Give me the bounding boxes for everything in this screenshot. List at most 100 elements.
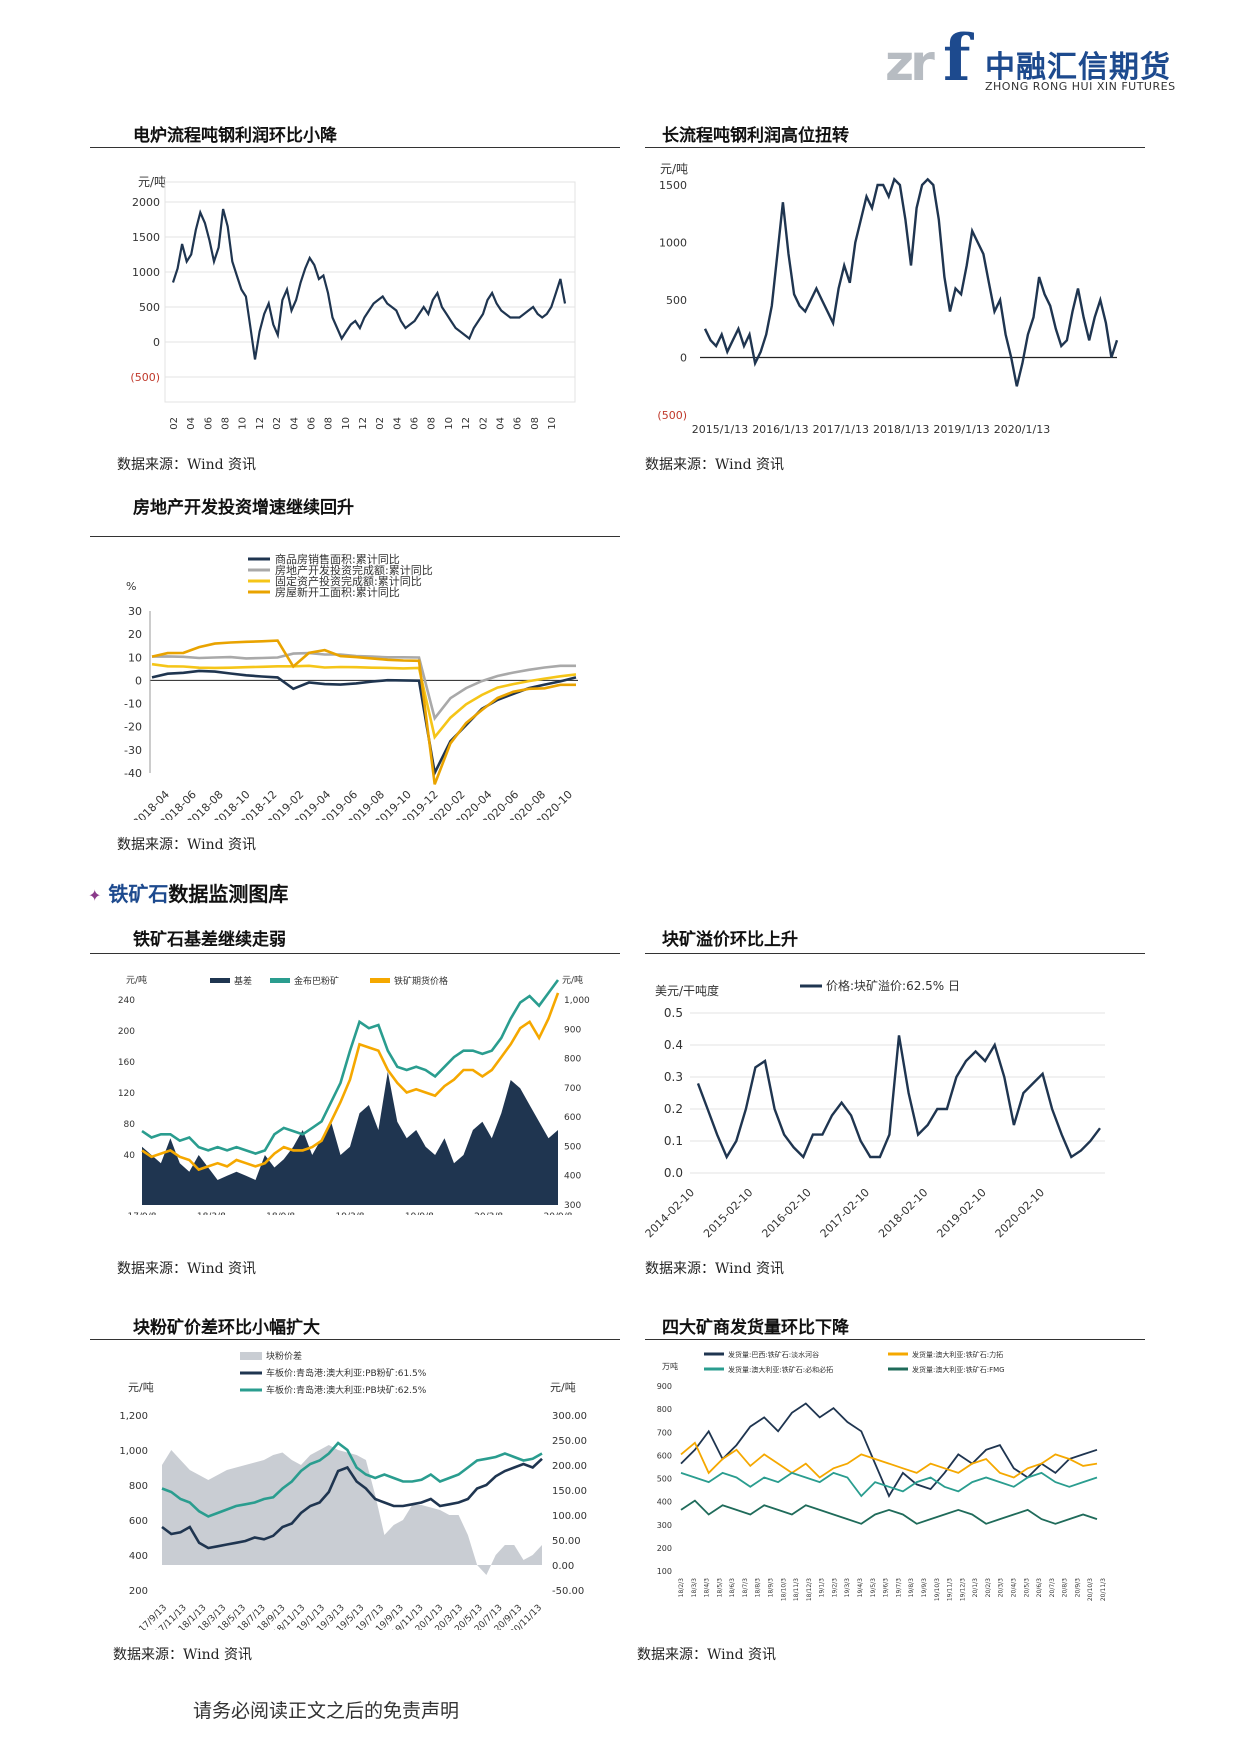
y-tick-label: 1000 bbox=[659, 237, 687, 250]
x-tick-label: 2016-02-10 bbox=[759, 1186, 813, 1240]
source-note-3: 数据来源：Wind 资讯 bbox=[117, 837, 257, 853]
section-title-black: 数据监测图库 bbox=[168, 882, 289, 906]
x-tick-label: 2020-08 bbox=[530, 417, 541, 430]
logo-mark-f: f bbox=[943, 21, 971, 96]
panel-title-6: 块粉矿价差环比小幅扩大 bbox=[133, 1318, 320, 1338]
legend-swatch bbox=[240, 1352, 262, 1360]
x-tick-label: 18/9/3 bbox=[768, 1578, 775, 1597]
panel-rule-5 bbox=[645, 953, 1145, 954]
x-tick-label: 18/5/3 bbox=[716, 1578, 723, 1597]
y-tick-label: 800 bbox=[657, 1405, 672, 1414]
source-note-5: 数据来源：Wind 资讯 bbox=[645, 1261, 785, 1277]
y-tick-label: 200 bbox=[657, 1544, 672, 1553]
y-axis-unit: 万吨 bbox=[662, 1361, 678, 1371]
y-tick-label: 700 bbox=[657, 1428, 672, 1437]
y-tick-label: 2000 bbox=[132, 196, 160, 209]
x-tick-label: 18/7/3 bbox=[742, 1578, 749, 1597]
x-tick-label: 20/8/3 bbox=[1062, 1578, 1069, 1597]
legend-label: 车板价:青岛港:澳大利亚:PB粉矿:61.5% bbox=[266, 1367, 427, 1379]
x-tick-label: 2019-04 bbox=[392, 417, 403, 430]
panel-rule-4 bbox=[90, 953, 620, 954]
x-tick-label: 20/4/3 bbox=[1010, 1578, 1017, 1597]
source-note-4: 数据来源：Wind 资讯 bbox=[117, 1261, 257, 1277]
y-tick-label-left: 600 bbox=[129, 1516, 148, 1527]
x-tick-label: 2018-06 bbox=[306, 417, 317, 430]
legend-label: 价格:块矿溢价:62.5% 日 bbox=[826, 978, 960, 993]
x-tick-label: 2020-10 bbox=[547, 417, 558, 430]
x-tick-label: 2018-02 bbox=[272, 417, 283, 430]
x-tick-label: 2019-02-10 bbox=[934, 1186, 988, 1240]
x-tick-label: 19/10/3 bbox=[934, 1578, 941, 1601]
x-tick-label: 20/10/3 bbox=[1087, 1578, 1094, 1601]
y-tick-label: 0.5 bbox=[664, 1006, 683, 1020]
chart-lump-premium: 美元/干吨度 价格:块矿溢价:62.5% 日 0.5 0.4 0.3 0.2 0.1 0.0 2… bbox=[645, 978, 1105, 1240]
series-line bbox=[161, 1441, 543, 1518]
y-tick-label-right: 200.00 bbox=[552, 1461, 587, 1472]
x-tick-label: 20/5/3 bbox=[1023, 1578, 1030, 1597]
x-tick-label: 2019-06 bbox=[410, 417, 421, 430]
series-line bbox=[151, 651, 576, 722]
series-line bbox=[151, 639, 576, 785]
y-tick-label: 0.2 bbox=[664, 1102, 683, 1116]
x-tick-label: 18/6/3 bbox=[729, 1578, 736, 1597]
chart-iron-ore-basis: 元/吨 元/吨 基差 金布巴粉矿 铁矿期货价格 240 200 160 120 80 40 1,000… bbox=[118, 974, 590, 1215]
panel-rule-6 bbox=[90, 1339, 620, 1340]
legend-label: 房屋新开工面积:累计同比 bbox=[275, 585, 400, 599]
x-tick-label: 2014-02-10 bbox=[645, 1186, 697, 1240]
y-tick-label: 500 bbox=[666, 294, 687, 307]
series-line bbox=[680, 1499, 1098, 1525]
y-tick-label-left: 200 bbox=[129, 1586, 148, 1597]
legend-swatch bbox=[210, 978, 230, 983]
x-tick-label: 19/3/8 bbox=[336, 1212, 365, 1215]
source-note-6: 数据来源：Wind 资讯 bbox=[113, 1647, 253, 1663]
y-tick-label: 1500 bbox=[659, 179, 687, 192]
x-tick-label: 19/6/3 bbox=[883, 1578, 890, 1597]
y-axis-unit-left: 元/吨 bbox=[126, 974, 147, 986]
logo-mark: zr bbox=[885, 34, 935, 92]
y-tick-label-left: 800 bbox=[129, 1481, 148, 1492]
x-tick-label: 2017-10 bbox=[238, 417, 249, 430]
y-tick-label: -40 bbox=[124, 767, 142, 780]
x-tick-label: 19/9/8 bbox=[405, 1212, 434, 1215]
y-tick-label: 0 bbox=[135, 674, 142, 687]
y-tick-label-left: 400 bbox=[129, 1551, 148, 1562]
y-tick-label-left: 80 bbox=[124, 1120, 136, 1130]
series-line bbox=[151, 669, 577, 777]
panel-title-4: 铁矿石基差继续走弱 bbox=[133, 930, 286, 950]
y-tick-label-right: 50.00 bbox=[552, 1536, 581, 1547]
x-tick-label: 2020-04 bbox=[495, 417, 506, 430]
x-tick-label: 18/8/3 bbox=[755, 1578, 762, 1597]
legend-label: 发货量:澳大利亚:铁矿石:FMG bbox=[912, 1365, 1005, 1374]
x-tick-label: 2019/1/13 bbox=[933, 423, 989, 436]
x-tick-label: 20/7/3 bbox=[1049, 1578, 1056, 1597]
legend-label: 车板价:青岛港:澳大利亚:PB块矿:62.5% bbox=[266, 1384, 427, 1396]
legend-label: 发货量:澳大利亚:铁矿石:必和必拓 bbox=[728, 1365, 833, 1374]
x-tick-label: 2018-04 bbox=[289, 417, 300, 430]
y-tick-label: 0.3 bbox=[664, 1070, 683, 1084]
chart-bof-profit: 元/吨 1500 1000 500 0 (500) 2015/1/13 2016/1/13 20… bbox=[657, 162, 1119, 436]
y-axis-unit: 元/吨 bbox=[660, 162, 688, 176]
y-tick-label-left: 200 bbox=[118, 1027, 135, 1037]
x-tick-label: 20/2/3 bbox=[985, 1578, 992, 1597]
y-tick-label: 300 bbox=[657, 1521, 672, 1530]
spread-area bbox=[162, 1445, 542, 1575]
y-tick-label-right: 900 bbox=[564, 1025, 581, 1035]
x-tick-label: 2015-02-10 bbox=[701, 1186, 755, 1240]
x-tick-label: 20/1/3 bbox=[972, 1578, 979, 1597]
x-tick-label: 2017-08 bbox=[221, 417, 232, 430]
x-tick-label: 2019-12 bbox=[461, 417, 472, 430]
panel-rule-1 bbox=[90, 147, 620, 148]
x-tick-label: 20/6/3 bbox=[1036, 1578, 1043, 1597]
x-tick-label: 2018/1/13 bbox=[873, 423, 929, 436]
section-heading: ✦ 铁矿石数据监测图库 bbox=[88, 878, 288, 907]
y-tick-label-left: 40 bbox=[124, 1151, 136, 1161]
x-tick-label: 2017-06 bbox=[203, 417, 214, 430]
y-tick-label-right: 0.00 bbox=[552, 1561, 574, 1572]
x-tick-label: 19/12/3 bbox=[959, 1578, 966, 1601]
x-tick-label: 2015/1/13 bbox=[692, 423, 748, 436]
x-tick-label: 2019-10 bbox=[444, 417, 455, 430]
x-tick-label: 2018-08 bbox=[324, 417, 335, 430]
logo-chinese-name: 中融汇信期货 bbox=[985, 50, 1171, 85]
y-tick-label: 500 bbox=[657, 1475, 672, 1484]
